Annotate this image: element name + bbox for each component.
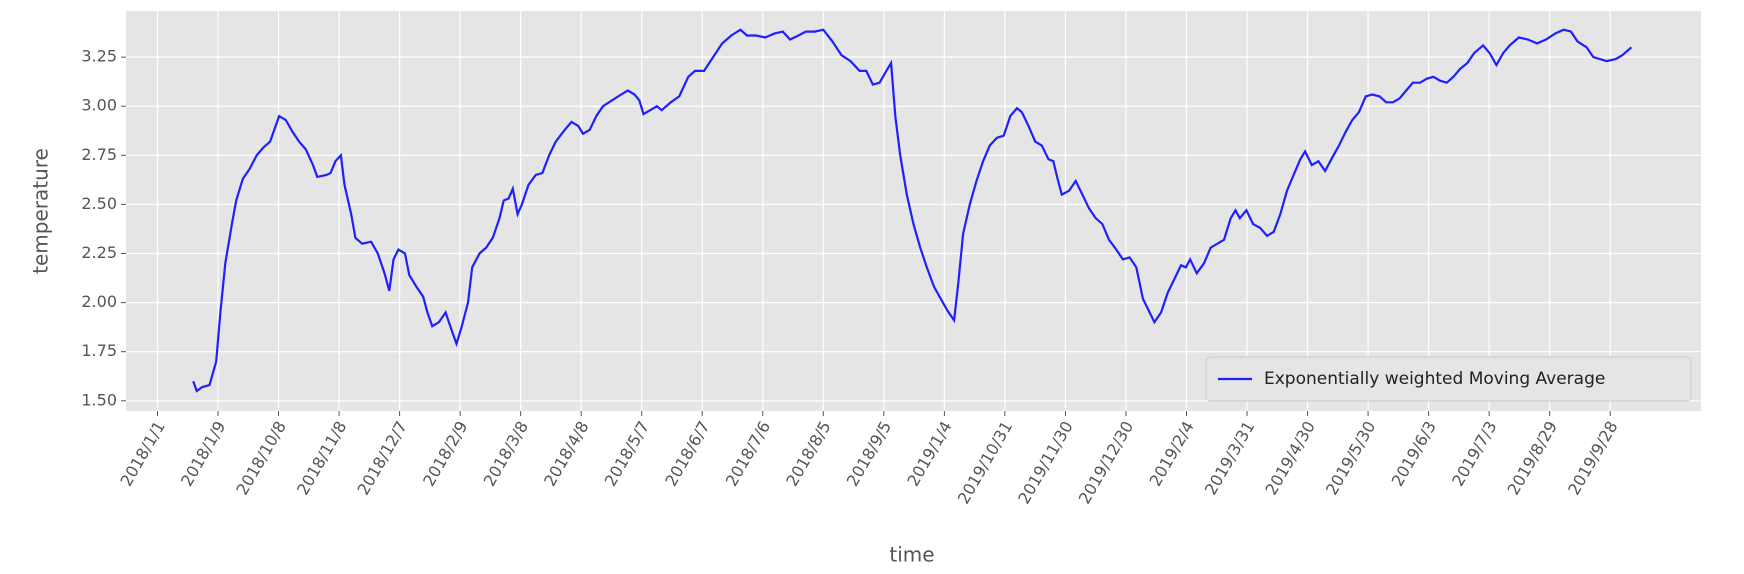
- y-tick-label: 3.25: [81, 47, 117, 66]
- x-tick-label: 2018/3/8: [480, 418, 532, 490]
- legend-box: [1205, 356, 1692, 402]
- x-tick-label: 2019/4/30: [1261, 418, 1318, 499]
- x-tick-label: 2019/12/30: [1075, 418, 1138, 507]
- x-tick-label: 2019/9/28: [1564, 418, 1621, 499]
- x-tick-label: 2018/11/8: [293, 418, 350, 499]
- y-axis-label: temperature: [29, 148, 53, 274]
- legend: Exponentially weighted Moving Average: [1205, 356, 1692, 402]
- x-tick-label: 2018/12/7: [353, 418, 410, 499]
- y-tick-label: 1.50: [81, 390, 117, 409]
- y-tick-label: 2.75: [81, 145, 117, 164]
- x-tick-label: 2018/6/7: [661, 418, 713, 490]
- x-tick-label: 2019/5/30: [1322, 418, 1379, 499]
- x-tick-label: 2018/1/9: [177, 418, 229, 490]
- x-tick-label: 2018/10/8: [232, 418, 289, 499]
- x-tick-label: 2019/8/29: [1504, 418, 1561, 499]
- x-tick-label: 2018/2/9: [419, 418, 471, 490]
- x-tick-label: 2019/2/4: [1145, 418, 1197, 490]
- legend-label: Exponentially weighted Moving Average: [1264, 369, 1605, 389]
- x-tick-label: 2019/10/31: [954, 418, 1017, 507]
- x-axis-label: time: [889, 543, 934, 567]
- x-tick-label: 2018/9/5: [843, 418, 895, 490]
- x-tick-label: 2019/11/30: [1014, 418, 1077, 507]
- x-tick-label: 2018/7/6: [722, 418, 774, 490]
- y-tick-label: 2.00: [81, 292, 117, 311]
- x-tick-label: 2018/8/5: [782, 418, 834, 490]
- x-tick-label: 2019/6/3: [1388, 418, 1440, 490]
- x-tick-label: 2019/1/4: [903, 418, 955, 490]
- x-tick-label: 2018/5/7: [601, 418, 653, 490]
- plot-area: [126, 11, 1701, 411]
- x-tick-label: 2019/3/31: [1201, 418, 1258, 499]
- y-tick-label: 3.00: [81, 96, 117, 115]
- x-tick-label: 2018/1/1: [116, 418, 168, 490]
- y-tick-label: 2.25: [81, 243, 117, 262]
- y-tick-label: 1.75: [81, 341, 117, 360]
- x-tick-label: 2019/7/3: [1448, 418, 1500, 490]
- data-line: [192, 28, 1633, 393]
- x-tick-label: 2018/4/8: [540, 418, 592, 490]
- y-tick-label: 2.50: [81, 194, 117, 213]
